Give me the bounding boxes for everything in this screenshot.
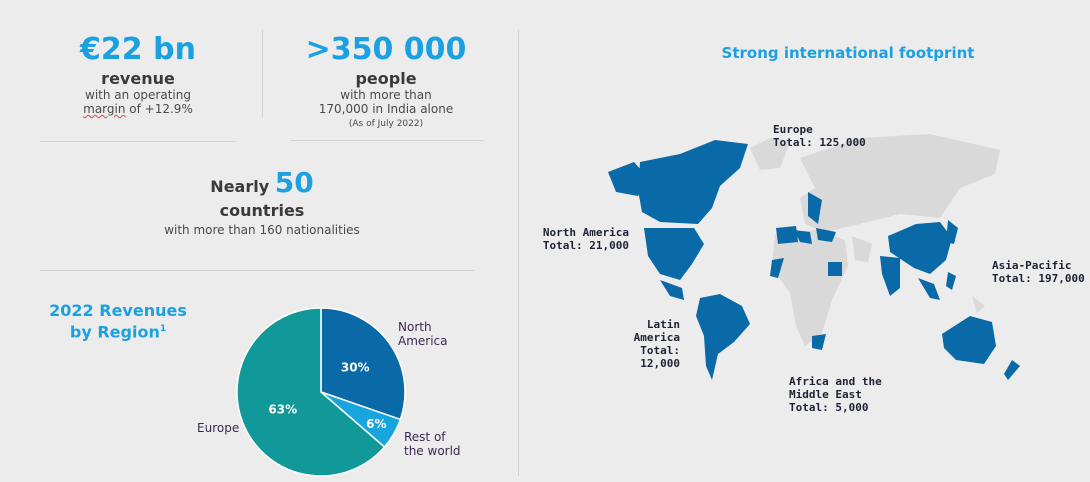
pie-label-north-america: 30% <box>341 361 370 375</box>
pie-title-line2-text: by Region <box>69 322 160 342</box>
revenue-margin-value: of +12.9% <box>125 102 193 116</box>
map-label-africa-line2: Middle East <box>789 388 862 401</box>
map-label-asia-pacific: Asia-Pacific Total: 197,000 <box>992 259 1085 285</box>
countries-label: countries <box>219 201 305 220</box>
pie-title-line2: by Region1 <box>36 320 200 341</box>
revenue-sub-line2: margin of +12.9% <box>40 102 236 116</box>
legend-rest-of-world: Rest of the world <box>404 430 461 458</box>
map-label-europe-name: Europe <box>773 123 813 136</box>
pie-title-footnote: 1 <box>159 324 167 334</box>
people-label: people <box>355 69 417 88</box>
divider-revenue <box>40 141 236 142</box>
legend-north-america: North America <box>398 320 448 348</box>
legend-north-line1: North <box>398 320 432 334</box>
revenue-value: €22 bn <box>80 32 196 67</box>
countries-prefix: Nearly <box>210 177 275 196</box>
map-label-asia-pacific-total: Total: 197,000 <box>992 272 1085 285</box>
map-label-north-america: North America Total: 21,000 <box>541 226 629 252</box>
people-value: >350 000 <box>305 32 467 67</box>
revenue-sub-line1: with an operating <box>85 88 191 102</box>
revenue-stat: €22 bn revenue with an operating margin … <box>40 32 236 117</box>
pie-label-europe: 63% <box>268 402 297 416</box>
map-land-highlighted <box>608 140 1020 380</box>
map-label-asia-pacific-name: Asia-Pacific <box>992 259 1072 272</box>
legend-north-line2: America <box>398 334 448 348</box>
people-sub-line1: with more than <box>340 88 432 102</box>
divider-vertical-main <box>518 30 519 476</box>
map-label-europe: Europe Total: 125,000 <box>773 123 866 149</box>
pie-title: 2022 Revenues by Region1 <box>36 302 200 341</box>
countries-value: 50 <box>274 166 314 199</box>
countries-headline: Nearly 50 <box>130 168 394 202</box>
pie-label-rest-of-the-world: 6% <box>366 417 386 431</box>
divider-vertical-stats <box>262 30 263 118</box>
map-title: Strong international footprint <box>721 44 975 62</box>
people-note: (As of July 2022) <box>348 119 424 129</box>
people-stat: >350 000 people with more than 170,000 i… <box>288 32 484 130</box>
map-label-africa-total: Total: 5,000 <box>789 401 869 414</box>
pie-slice-north-america <box>320 307 406 421</box>
map-label-europe-total: Total: 125,000 <box>773 136 866 149</box>
legend-rest-line2: the world <box>404 444 461 458</box>
map-label-africa-line1: Africa and the <box>789 375 882 388</box>
legend-rest-line1: Rest of <box>404 430 446 444</box>
map-land-grey <box>750 134 1000 346</box>
divider-people <box>290 140 484 141</box>
divider-countries <box>40 270 474 271</box>
people-sub-line2: 170,000 in India alone <box>318 102 454 116</box>
countries-stat: Nearly 50 countries with more than 160 n… <box>130 168 394 238</box>
map-label-latin-america: Latin America Total: 12,000 <box>596 318 680 370</box>
countries-sub: with more than 160 nationalities <box>164 223 360 237</box>
legend-europe: Europe <box>197 421 240 435</box>
map-label-north-america-total: Total: 21,000 <box>542 239 629 252</box>
pie-slice-europe <box>236 307 386 477</box>
pie-title-line1: 2022 Revenues <box>49 301 187 320</box>
map-label-latin-america-name: Latin America <box>633 318 680 344</box>
map-label-latin-america-total: Total: 12,000 <box>640 344 680 370</box>
revenue-label: revenue <box>101 69 175 88</box>
world-map <box>608 134 1020 380</box>
map-label-africa-middle-east: Africa and the Middle East Total: 5,000 <box>789 375 882 414</box>
pie-chart: 30% 6% 63% <box>236 307 406 477</box>
map-label-north-america-name: North America <box>542 226 629 239</box>
revenue-margin-word: margin <box>83 102 126 116</box>
